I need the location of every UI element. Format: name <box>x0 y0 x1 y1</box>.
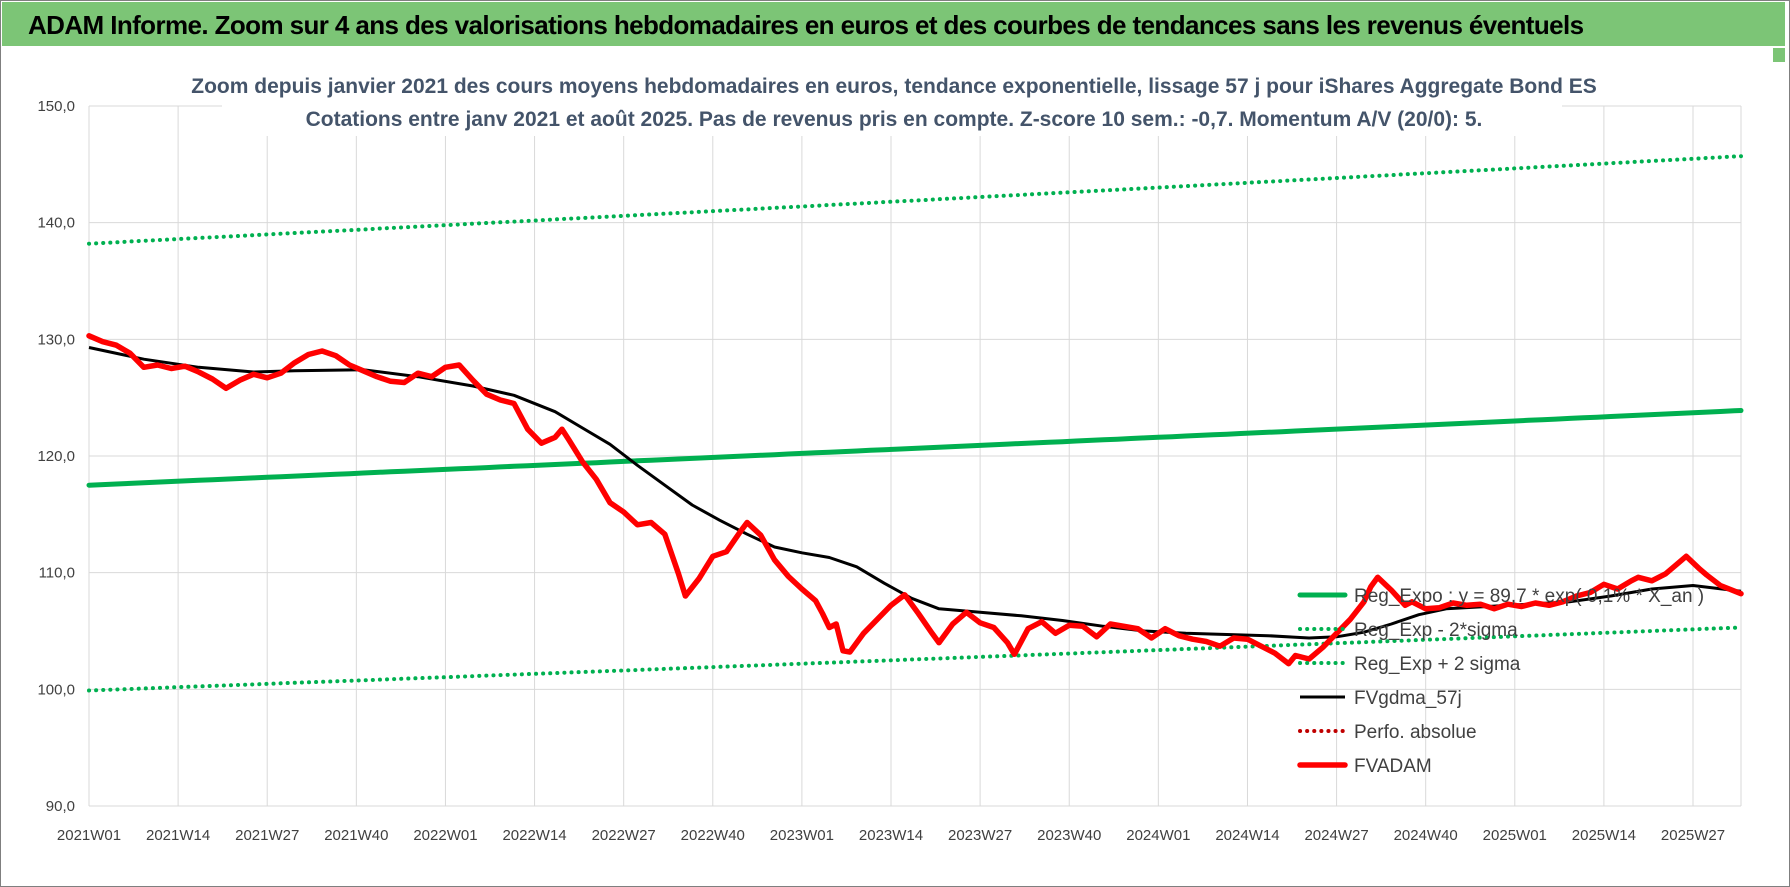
x-tick-label: 2025W01 <box>1483 827 1547 844</box>
x-tick-label: 2025W14 <box>1572 827 1636 844</box>
legend-label: FVgdma_57j <box>1354 688 1462 709</box>
series-reg-exp-2-sigma-line <box>87 154 1743 246</box>
x-tick-label: 2024W14 <box>1215 827 1279 844</box>
x-tick-label: 2024W01 <box>1126 827 1190 844</box>
y-tick-label: 130,0 <box>37 331 75 348</box>
y-tick-label: 110,0 <box>39 565 75 582</box>
series-reg-exp-2-sigma-line <box>87 625 1743 693</box>
y-tick-label: 120,0 <box>37 448 75 465</box>
x-tick-label: 2023W01 <box>770 827 834 844</box>
y-tick-label: 90,0 <box>46 798 75 815</box>
x-tick-label: 2022W01 <box>413 827 477 844</box>
x-tick-label: 2021W14 <box>146 827 210 844</box>
report-banner: ADAM Informe. Zoom sur 4 ans des valoris… <box>2 2 1785 46</box>
legend-label: Reg_Exp + 2 sigma <box>1354 654 1521 675</box>
legend-label: Reg_Expo : y = 89,7 * exp( 0,1% * X_an ) <box>1354 586 1704 607</box>
y-tick-label: 150,0 <box>37 98 75 115</box>
series-fvgdma-57j-line <box>88 346 1742 640</box>
x-tick-label: 2021W01 <box>57 827 121 844</box>
series-fvadam-line <box>86 333 1744 667</box>
chart-title-line: Cotations entre janv 2021 et août 2025. … <box>306 108 1483 131</box>
y-tick-label: 100,0 <box>37 681 75 698</box>
banner-accent <box>1773 48 1785 62</box>
x-tick-label: 2022W14 <box>502 827 566 844</box>
chart-title-background <box>222 66 1562 136</box>
x-tick-label: 2023W27 <box>948 827 1012 844</box>
x-tick-label: 2023W14 <box>859 827 923 844</box>
x-tick-label: 2022W27 <box>592 827 656 844</box>
series-reg-expo-y-89-7-exp-0-1-x-an-line <box>86 408 1744 488</box>
x-tick-label: 2023W40 <box>1037 827 1101 844</box>
x-tick-label: 2025W27 <box>1661 827 1725 844</box>
legend-label: Perfo. absolue <box>1354 722 1477 743</box>
report-title: ADAM Informe. Zoom sur 4 ans des valoris… <box>28 10 1584 40</box>
x-tick-label: 2024W27 <box>1304 827 1368 844</box>
chart-title-line: Zoom depuis janvier 2021 des cours moyen… <box>191 75 1597 98</box>
x-tick-label: 2024W40 <box>1394 827 1458 844</box>
legend-label: FVADAM <box>1354 756 1432 777</box>
legend-label: Reg_Exp - 2*sigma <box>1354 620 1518 641</box>
x-tick-label: 2021W27 <box>235 827 299 844</box>
x-tick-label: 2022W40 <box>681 827 745 844</box>
y-tick-label: 140,0 <box>37 215 75 232</box>
x-tick-label: 2021W40 <box>324 827 388 844</box>
